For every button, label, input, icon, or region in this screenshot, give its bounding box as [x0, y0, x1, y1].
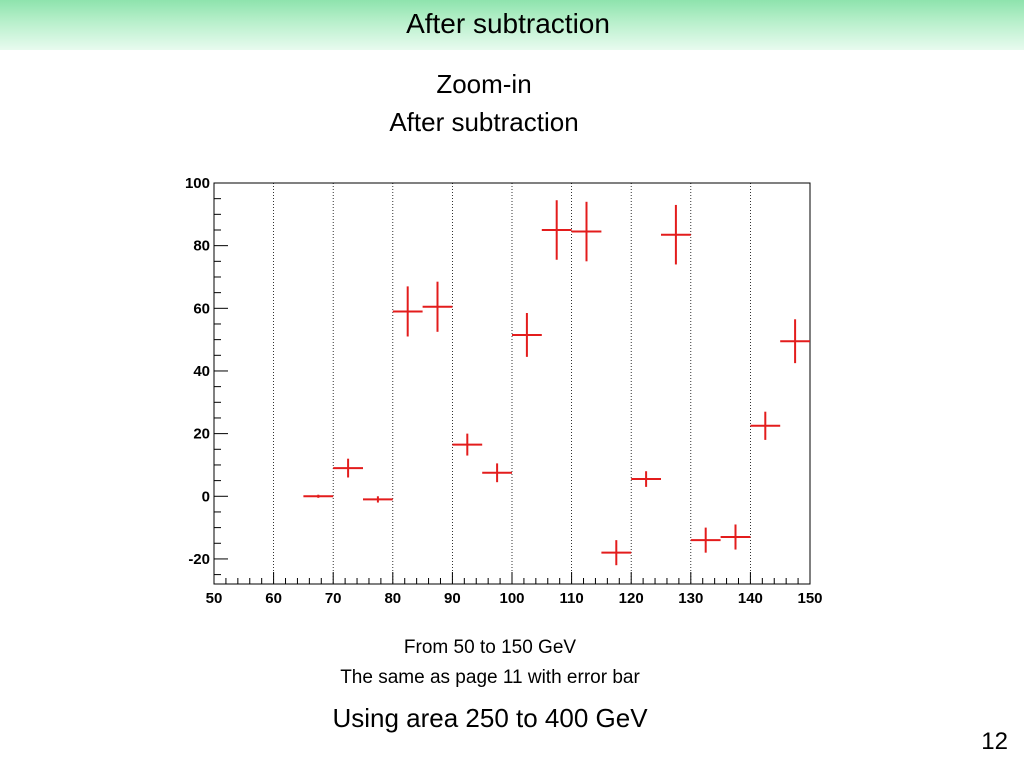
chart-heading-line2: After subtraction [389, 107, 579, 137]
x-tick-label: 60 [265, 590, 282, 607]
note-range: From 50 to 150 GeV [403, 637, 577, 658]
chart-heading-line1: Zoom-in [436, 69, 532, 99]
page-number: 12 [981, 728, 1008, 755]
y-tick-label: 100 [185, 175, 210, 192]
note-same-as-page: The same as page 11 with error bar [340, 667, 640, 688]
x-tick-label: 110 [559, 590, 583, 607]
x-tick-label: 50 [206, 590, 223, 607]
x-tick-label: 130 [678, 590, 703, 607]
x-tick-label: 100 [499, 590, 524, 607]
y-tick-label: -20 [188, 551, 210, 568]
x-tick-label: 90 [444, 590, 461, 607]
title-bar [0, 0, 1024, 50]
y-tick-label: 0 [202, 488, 210, 505]
y-tick-label: 20 [193, 426, 210, 443]
slide-title: After subtraction [406, 8, 610, 39]
x-tick-label: 80 [384, 590, 401, 607]
x-tick-label: 150 [797, 590, 822, 607]
x-tick-label: 70 [325, 590, 342, 607]
y-tick-label: 80 [193, 238, 210, 255]
note-area: Using area 250 to 400 GeV [332, 703, 648, 733]
y-tick-label: 60 [193, 300, 210, 317]
y-tick-label: 40 [193, 363, 210, 380]
x-tick-label: 140 [738, 590, 763, 607]
x-tick-label: 120 [619, 590, 644, 607]
